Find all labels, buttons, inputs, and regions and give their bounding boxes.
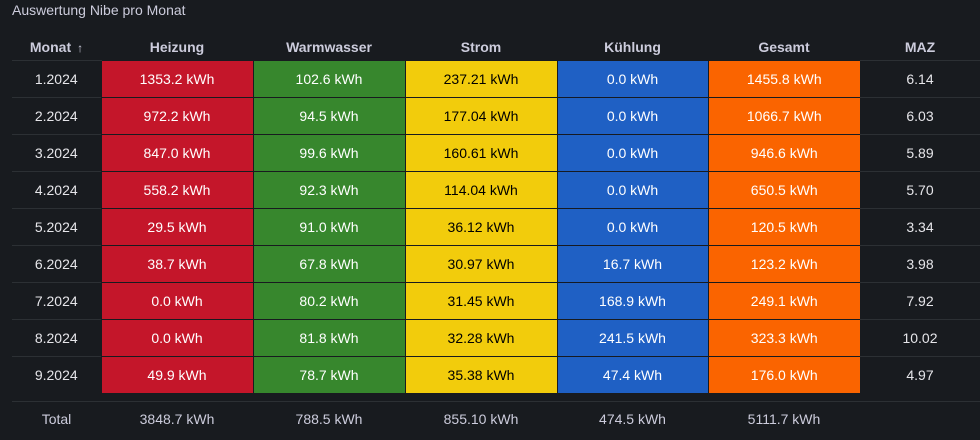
cell-kuehlung: 0.0 kWh (556, 208, 708, 246)
cell-maz: 6.14 (860, 60, 980, 98)
footer-total-strom: 855.10 kWh (443, 411, 519, 427)
table-row: 6.2024 38.7 kWh 67.8 kWh 30.97 kWh 16.7 kWh 1… (12, 245, 980, 283)
table-row: 2.2024 972.2 kWh 94.5 kWh 177.04 kWh 0.0 kWh… (12, 97, 980, 135)
footer-total-label: Total (41, 411, 72, 427)
cell-strom: 31.45 kWh (404, 282, 557, 320)
cell-strom: 30.97 kWh (404, 245, 557, 283)
cell-strom: 177.04 kWh (404, 97, 557, 135)
cell-heizung: 0.0 kWh (100, 319, 253, 357)
footer-total-gesamt: 5111.7 kWh (747, 411, 821, 427)
cell-warmwasser: 67.8 kWh (252, 245, 405, 283)
sort-ascending-icon: ↑ (77, 41, 84, 55)
cell-warmwasser: 102.6 kWh (252, 60, 405, 98)
cell-maz: 7.92 (860, 282, 980, 320)
cell-strom: 114.04 kWh (404, 171, 557, 209)
table-row: 7.2024 0.0 kWh 80.2 kWh 31.45 kWh 168.9 kWh 2… (12, 282, 980, 320)
column-header-kuehlung[interactable]: Kühlung (604, 39, 661, 55)
table-row: 1.2024 1353.2 kWh 102.6 kWh 237.21 kWh 0.0 k… (12, 60, 980, 98)
cell-strom: 36.12 kWh (404, 208, 557, 246)
cell-gesamt: 1066.7 kWh (707, 97, 860, 135)
cell-warmwasser: 92.3 kWh (252, 171, 405, 209)
column-header-maz[interactable]: MAZ (904, 39, 936, 55)
column-header-monat-label: Monat (29, 39, 72, 55)
cell-strom: 35.38 kWh (404, 356, 557, 393)
cell-kuehlung: 0.0 kWh (556, 97, 708, 135)
cell-maz: 10.02 (860, 319, 980, 357)
cell-maz: 3.34 (860, 208, 980, 246)
cell-kuehlung: 168.9 kWh (556, 282, 708, 320)
cell-heizung: 0.0 kWh (100, 282, 253, 320)
cell-gesamt: 1455.8 kWh (707, 60, 860, 98)
cell-kuehlung: 241.5 kWh (556, 319, 708, 357)
table-row: 9.2024 49.9 kWh 78.7 kWh 35.38 kWh 47.4 kWh 1… (12, 356, 980, 393)
cell-strom: 160.61 kWh (404, 134, 557, 172)
table-footer: Total 3848.7 kWh 788.5 kWh 855.10 kWh 47… (12, 401, 980, 436)
cell-warmwasser: 99.6 kWh (252, 134, 405, 172)
column-header-strom[interactable]: Strom (460, 39, 502, 55)
footer-total-maz (860, 402, 980, 436)
cell-warmwasser: 81.8 kWh (252, 319, 405, 357)
column-header-gesamt[interactable]: Gesamt (758, 39, 810, 55)
cell-monat: 8.2024 (12, 319, 101, 357)
cell-monat: 2.2024 (12, 97, 101, 135)
cell-strom: 32.28 kWh (404, 319, 557, 357)
table-row: 5.2024 29.5 kWh 91.0 kWh 36.12 kWh 0.0 kWh 12… (12, 208, 980, 246)
panel-title: Auswertung Nibe pro Monat (12, 2, 186, 18)
table-row: 4.2024 558.2 kWh 92.3 kWh 114.04 kWh 0.0 kWh… (12, 171, 980, 209)
cell-heizung: 29.5 kWh (100, 208, 253, 246)
cell-gesamt: 650.5 kWh (707, 171, 860, 209)
cell-warmwasser: 94.5 kWh (252, 97, 405, 135)
cell-heizung: 558.2 kWh (100, 171, 253, 209)
cell-monat: 4.2024 (12, 171, 101, 209)
cell-maz: 5.89 (860, 134, 980, 172)
column-header-warmwasser[interactable]: Warmwasser (286, 39, 372, 55)
cell-maz: 6.03 (860, 97, 980, 135)
cell-monat: 3.2024 (12, 134, 101, 172)
footer-total-kuehlung: 474.5 kWh (599, 411, 666, 427)
cell-warmwasser: 91.0 kWh (252, 208, 405, 246)
cell-heizung: 1353.2 kWh (100, 60, 253, 98)
table-row: 8.2024 0.0 kWh 81.8 kWh 32.28 kWh 241.5 kWh 3… (12, 319, 980, 357)
column-header-monat[interactable]: Monat ↑ (12, 34, 101, 61)
cell-gesamt: 176.0 kWh (707, 356, 860, 393)
cell-monat: 5.2024 (12, 208, 101, 246)
cell-gesamt: 123.2 kWh (707, 245, 860, 283)
cell-strom: 237.21 kWh (404, 60, 557, 98)
cell-kuehlung: 0.0 kWh (556, 171, 708, 209)
cell-gesamt: 323.3 kWh (707, 319, 860, 357)
cell-heizung: 847.0 kWh (100, 134, 253, 172)
cell-maz: 5.70 (860, 171, 980, 209)
cell-heizung: 49.9 kWh (100, 356, 253, 393)
cell-maz: 4.97 (860, 356, 980, 393)
cell-monat: 6.2024 (12, 245, 101, 283)
cell-kuehlung: 47.4 kWh (556, 356, 708, 393)
cell-heizung: 38.7 kWh (100, 245, 253, 283)
cell-warmwasser: 78.7 kWh (252, 356, 405, 393)
table-row: 3.2024 847.0 kWh 99.6 kWh 160.61 kWh 0.0 kWh… (12, 134, 980, 172)
cell-gesamt: 120.5 kWh (707, 208, 860, 246)
cell-gesamt: 946.6 kWh (707, 134, 860, 172)
cell-monat: 7.2024 (12, 282, 101, 320)
data-table: Monat ↑ Heizung Warmwasser Strom Kühlung … (12, 34, 980, 393)
cell-kuehlung: 0.0 kWh (556, 60, 708, 98)
table-body: 1.2024 1353.2 kWh 102.6 kWh 237.21 kWh 0.0 k… (12, 60, 980, 393)
cell-kuehlung: 16.7 kWh (556, 245, 708, 283)
table-header-row: Monat ↑ Heizung Warmwasser Strom Kühlung … (12, 34, 980, 61)
cell-warmwasser: 80.2 kWh (252, 282, 405, 320)
cell-monat: 1.2024 (12, 60, 101, 98)
cell-kuehlung: 0.0 kWh (556, 134, 708, 172)
footer-total-warmwasser: 788.5 kWh (295, 411, 363, 427)
cell-heizung: 972.2 kWh (100, 97, 253, 135)
cell-monat: 9.2024 (12, 356, 101, 393)
cell-gesamt: 249.1 kWh (707, 282, 860, 320)
cell-maz: 3.98 (860, 245, 980, 283)
footer-total-heizung: 3848.7 kWh (139, 411, 215, 427)
column-header-heizung[interactable]: Heizung (149, 39, 205, 55)
